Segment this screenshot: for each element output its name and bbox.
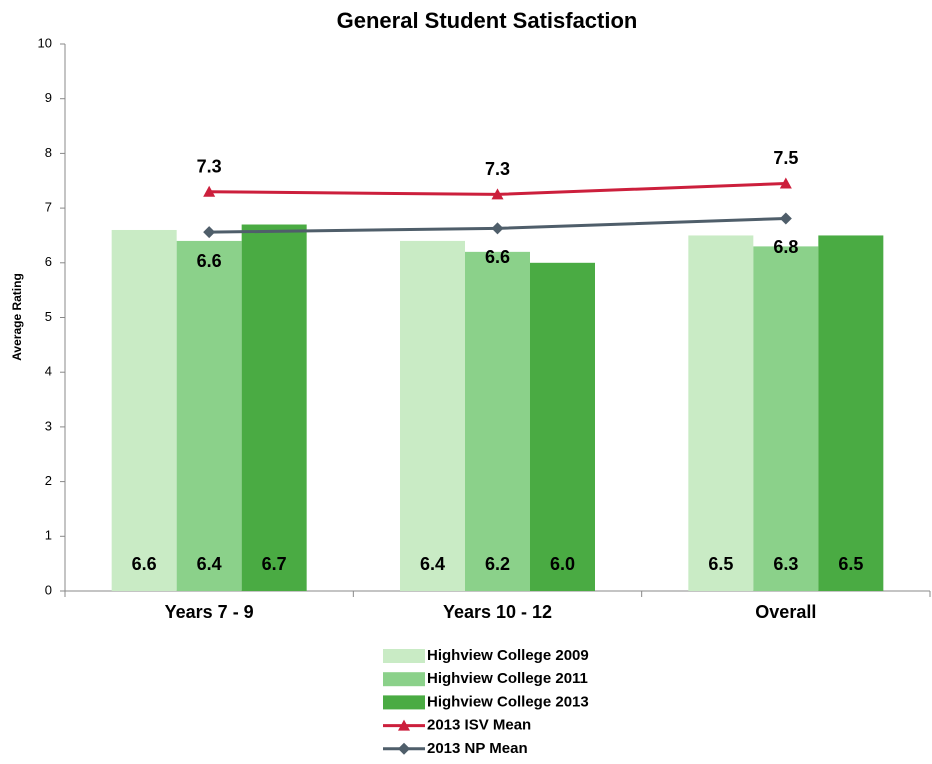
legend-label: 2013 NP Mean (427, 740, 528, 757)
y-tick-label: 4 (45, 364, 52, 379)
bar (465, 251, 530, 592)
legend-label: Highview College 2009 (427, 647, 589, 664)
x-tick-label: Years 10 - 12 (443, 602, 552, 622)
bar (688, 235, 754, 591)
y-tick-label: 8 (45, 145, 52, 160)
marker (203, 185, 216, 197)
legend-label: Highview College 2011 (427, 670, 588, 687)
line-label: 6.6 (485, 247, 510, 267)
legend-swatch (383, 649, 425, 663)
line-label: 6.8 (773, 237, 798, 257)
bar (753, 246, 819, 591)
y-tick-label: 7 (45, 200, 52, 215)
y-tick-label: 2 (45, 473, 52, 488)
marker (398, 719, 410, 731)
marker (398, 742, 410, 755)
line-label: 7.5 (773, 148, 798, 168)
bar (818, 235, 884, 591)
bar (241, 224, 307, 591)
bar (530, 262, 595, 591)
bar-label: 6.5 (838, 554, 863, 574)
bar-label: 6.4 (420, 554, 445, 574)
x-tick-label: Overall (755, 602, 816, 622)
bar (400, 240, 465, 592)
chart-title: General Student Satisfaction (337, 8, 638, 33)
legend-label: Highview College 2013 (427, 693, 589, 710)
bar-label: 6.3 (773, 554, 798, 574)
legend-swatch (383, 672, 425, 687)
bar-label: 6.2 (485, 554, 510, 574)
bar (111, 229, 177, 592)
y-tick-label: 0 (45, 582, 52, 597)
y-tick-label: 6 (45, 254, 52, 269)
line-label: 7.3 (485, 159, 510, 179)
bar-label: 6.6 (132, 554, 157, 574)
marker (779, 177, 792, 189)
y-tick-label: 5 (45, 309, 52, 324)
bar (176, 240, 242, 592)
bar-label: 6.5 (708, 554, 733, 574)
marker (491, 222, 504, 235)
legend-swatch (383, 695, 425, 710)
x-tick-label: Years 7 - 9 (165, 602, 254, 622)
y-tick-label: 9 (45, 90, 52, 105)
line-label: 6.6 (197, 251, 222, 271)
marker (491, 188, 504, 200)
bar-label: 6.4 (197, 554, 222, 574)
y-tick-label: 1 (45, 528, 52, 543)
bar-label: 6.7 (262, 554, 287, 574)
y-tick-label: 10 (38, 35, 52, 50)
bar-label: 6.0 (550, 554, 575, 574)
y-tick-label: 3 (45, 418, 52, 433)
y-axis-label: Average Rating (10, 273, 24, 361)
legend-label: 2013 ISV Mean (427, 717, 531, 734)
line-label: 7.3 (197, 156, 222, 176)
marker (779, 212, 792, 225)
marker (203, 226, 216, 239)
